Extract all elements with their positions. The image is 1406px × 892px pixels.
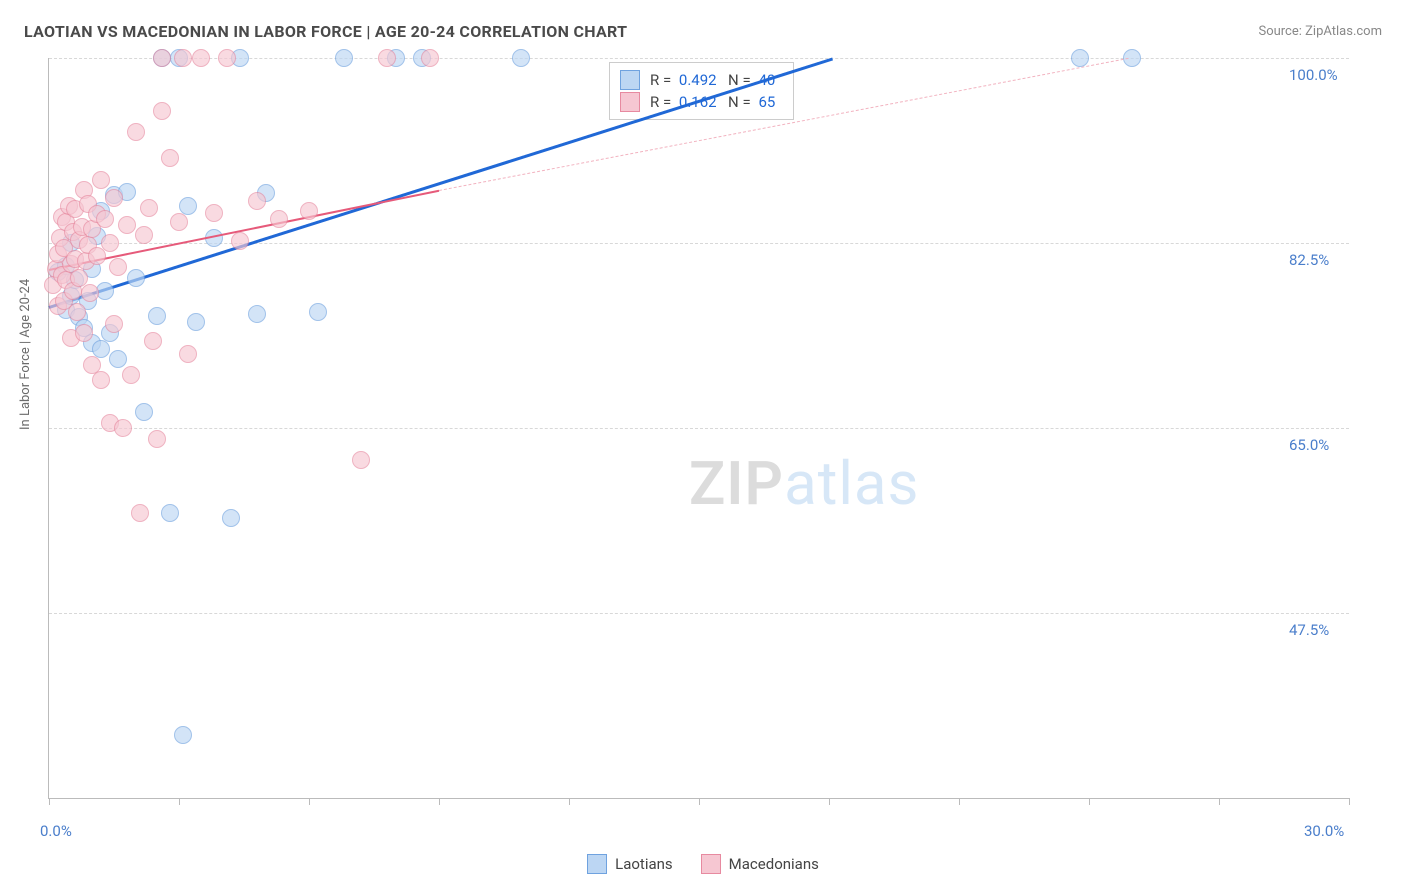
x-tick — [309, 798, 310, 805]
data-point — [218, 49, 236, 67]
x-max-label: 30.0% — [1304, 822, 1344, 840]
gridline — [49, 613, 1349, 614]
data-point — [179, 345, 197, 363]
data-point — [92, 171, 110, 189]
data-point — [222, 509, 240, 527]
chart-header: LAOTIAN VS MACEDONIAN IN LABOR FORCE | A… — [24, 22, 1382, 41]
x-tick — [49, 798, 50, 805]
x-tick — [1349, 798, 1350, 805]
series-swatch — [620, 92, 640, 112]
watermark-zip: ZIP — [689, 448, 784, 519]
legend-label: Macedonians — [729, 855, 819, 873]
chart-title: LAOTIAN VS MACEDONIAN IN LABOR FORCE | A… — [24, 22, 627, 41]
data-point — [153, 49, 171, 67]
data-point — [109, 350, 127, 368]
data-point — [1071, 49, 1089, 67]
data-point — [148, 307, 166, 325]
data-point — [109, 258, 127, 276]
x-tick — [829, 798, 830, 805]
data-point — [114, 419, 132, 437]
scatter-plot-area: ZIPatlas R = 0.492 N = 40R = 0.162 N = 6… — [48, 58, 1349, 799]
data-point — [81, 284, 99, 302]
data-point — [170, 213, 188, 231]
data-point — [270, 210, 288, 228]
data-point — [300, 202, 318, 220]
data-point — [135, 403, 153, 421]
legend-swatch — [587, 854, 607, 874]
data-point — [75, 324, 93, 342]
x-tick — [1219, 798, 1220, 805]
x-tick — [439, 798, 440, 805]
watermark: ZIPatlas — [689, 448, 920, 519]
legend-swatch — [701, 854, 721, 874]
y-tick-label: 47.5% — [1289, 621, 1329, 639]
data-point — [96, 210, 114, 228]
data-point — [101, 234, 119, 252]
data-point — [187, 313, 205, 331]
x-tick — [959, 798, 960, 805]
stats-row: R = 0.492 N = 40 — [620, 69, 779, 91]
gridline — [49, 428, 1349, 429]
data-point — [127, 123, 145, 141]
data-point — [122, 366, 140, 384]
legend-item: Macedonians — [701, 854, 819, 874]
data-point — [248, 192, 266, 210]
x-tick — [1089, 798, 1090, 805]
x-min-label: 0.0% — [40, 822, 72, 840]
data-point — [148, 430, 166, 448]
x-tick — [179, 798, 180, 805]
data-point — [174, 726, 192, 744]
data-point — [105, 189, 123, 207]
data-point — [335, 49, 353, 67]
x-tick — [699, 798, 700, 805]
data-point — [309, 303, 327, 321]
data-point — [421, 49, 439, 67]
correlation-stats-box: R = 0.492 N = 40R = 0.162 N = 65 — [609, 62, 794, 120]
y-axis-title: In Labor Force | Age 20-24 — [18, 279, 33, 430]
data-point — [161, 149, 179, 167]
data-point — [92, 371, 110, 389]
data-point — [174, 49, 192, 67]
data-point — [512, 49, 530, 67]
data-point — [105, 315, 123, 333]
watermark-atlas: atlas — [784, 448, 919, 519]
data-point — [378, 49, 396, 67]
data-point — [144, 332, 162, 350]
data-point — [248, 305, 266, 323]
series-swatch — [620, 70, 640, 90]
source-attribution: Source: ZipAtlas.com — [1258, 24, 1382, 39]
data-point — [205, 204, 223, 222]
y-tick-label: 65.0% — [1289, 436, 1329, 454]
y-tick-label: 100.0% — [1289, 66, 1338, 84]
data-point — [192, 49, 210, 67]
series-legend: Laotians Macedonians — [0, 854, 1406, 874]
data-point — [135, 226, 153, 244]
data-point — [231, 232, 249, 250]
trend-line — [49, 58, 833, 309]
data-point — [131, 504, 149, 522]
y-tick-label: 82.5% — [1289, 251, 1329, 269]
data-point — [118, 216, 136, 234]
data-point — [68, 303, 86, 321]
data-point — [140, 199, 158, 217]
data-point — [153, 102, 171, 120]
data-point — [352, 451, 370, 469]
legend-label: Laotians — [615, 855, 673, 873]
data-point — [161, 504, 179, 522]
data-point — [127, 269, 145, 287]
x-tick — [569, 798, 570, 805]
legend-item: Laotians — [587, 854, 673, 874]
